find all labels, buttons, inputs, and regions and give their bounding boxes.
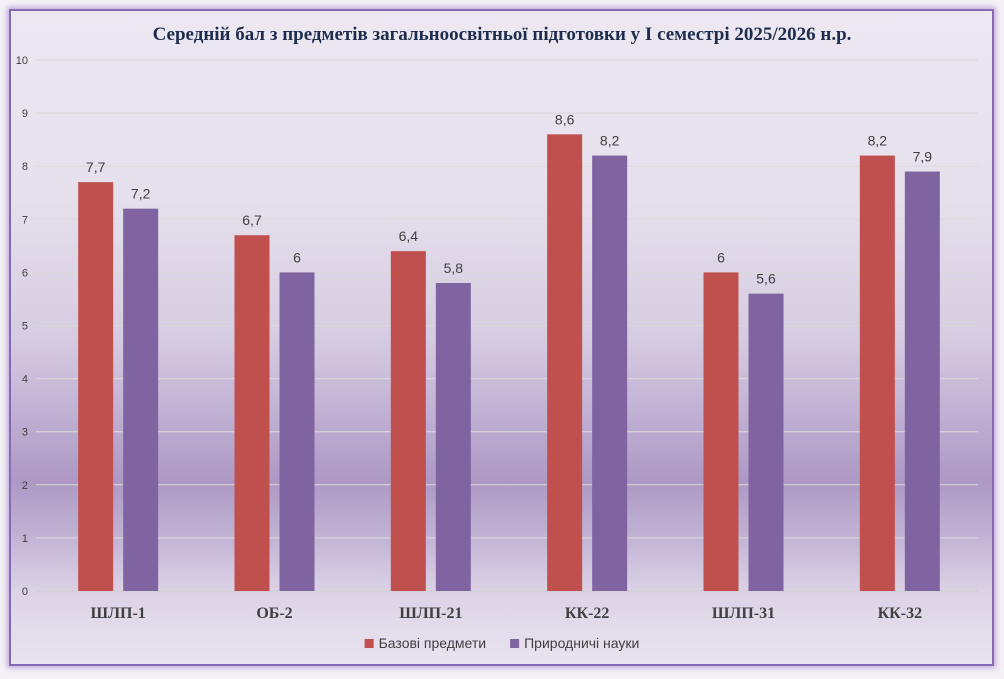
bar-series-2: [123, 208, 159, 591]
y-tick-label: 0: [22, 586, 28, 598]
y-tick-label: 8: [22, 161, 28, 173]
data-label-series-2: 8,2: [600, 133, 620, 149]
chart-frame: [9, 9, 994, 666]
chart-title: Середній бал з предметів загальноосвітнь…: [153, 24, 852, 45]
y-tick-label: 5: [22, 321, 28, 333]
x-axis: ШЛП-1 ОБ-2 ШЛП-21 КК-22 ШЛП-31 КК-32: [91, 605, 923, 622]
y-axis: 0 1 2 3 4 5 6 7 8 9 10: [16, 55, 28, 598]
y-tick-label: 7: [22, 214, 28, 226]
data-label-series-1: 6,4: [399, 228, 419, 244]
legend: Базові предмети Природничі науки: [364, 635, 639, 651]
bar-series-2: [748, 293, 784, 591]
y-tick-label: 1: [22, 533, 28, 545]
data-label-series-1: 8,6: [555, 111, 575, 127]
category-label: ШЛП-21: [399, 605, 462, 622]
legend-label: Базові предмети: [379, 635, 487, 651]
category-label: КК-32: [878, 605, 923, 622]
data-label-series-1: 7,7: [86, 159, 106, 175]
bar-series-2: [279, 272, 315, 591]
data-label-series-2: 5,6: [756, 271, 776, 287]
bar-series-1: [703, 272, 739, 591]
y-tick-label: 6: [22, 267, 28, 279]
bar-series-1: [859, 155, 895, 591]
bar-series-1: [234, 235, 270, 592]
bar-series-2: [904, 171, 940, 591]
bar-series-1: [390, 251, 426, 591]
data-label-series-1: 8,2: [868, 133, 888, 149]
bars: [78, 134, 940, 592]
bar-series-2: [435, 283, 471, 591]
y-tick-label: 3: [22, 427, 28, 439]
gridlines: [36, 59, 978, 592]
data-label-series-2: 5,8: [444, 260, 464, 276]
data-label-series-1: 6,7: [242, 212, 262, 228]
data-label-series-2: 7,9: [913, 149, 933, 165]
data-labels: 7,7 7,2 6,7 6 6,4 5,8 8,6 8,2 6 5,6 8,2 7,9: [86, 111, 932, 286]
legend-label: Природничі науки: [524, 635, 639, 651]
data-label-series-1: 6: [717, 249, 725, 265]
category-label: ШЛП-31: [712, 605, 775, 622]
data-label-series-2: 6: [293, 249, 301, 265]
bar-series-2: [592, 155, 628, 591]
bar-series-1: [78, 182, 114, 591]
y-tick-label: 9: [22, 108, 28, 120]
legend-swatch: [510, 639, 520, 648]
category-label: КК-22: [565, 605, 610, 622]
data-label-series-2: 7,2: [131, 186, 151, 202]
bar-series-1: [547, 134, 583, 591]
category-label: ШЛП-1: [91, 605, 146, 622]
legend-item: Базові предмети: [364, 635, 487, 651]
legend-swatch: [364, 639, 374, 648]
y-tick-label: 2: [22, 480, 28, 492]
legend-item: Природничі науки: [510, 635, 639, 651]
y-tick-label: 10: [16, 55, 28, 67]
y-tick-label: 4: [22, 374, 28, 386]
category-label: ОБ-2: [256, 605, 292, 622]
